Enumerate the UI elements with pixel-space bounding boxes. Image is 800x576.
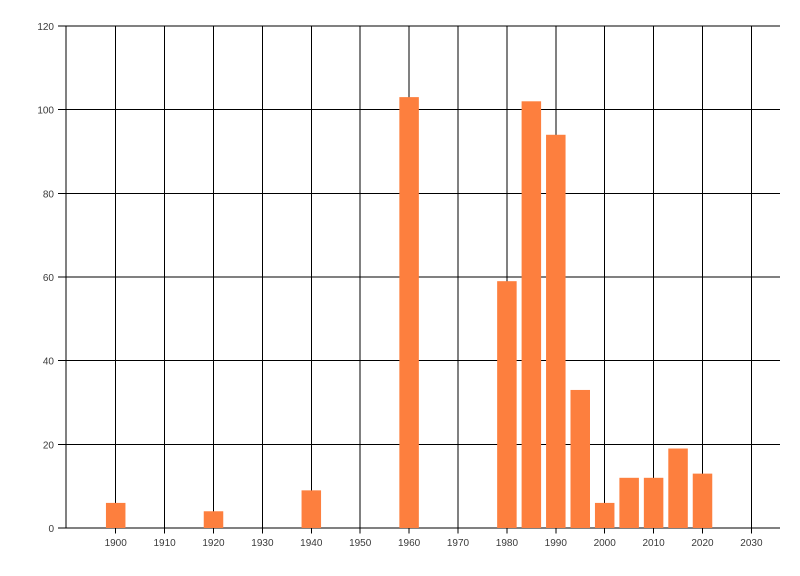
svg-text:1980: 1980: [496, 538, 519, 549]
svg-text:1940: 1940: [300, 538, 323, 549]
svg-text:1900: 1900: [105, 538, 128, 549]
svg-text:2020: 2020: [691, 538, 714, 549]
svg-text:80: 80: [43, 189, 55, 200]
svg-text:60: 60: [43, 273, 55, 284]
svg-text:2030: 2030: [740, 538, 763, 549]
svg-text:1990: 1990: [545, 538, 568, 549]
svg-text:2010: 2010: [642, 538, 665, 549]
svg-text:20: 20: [43, 440, 55, 451]
svg-text:100: 100: [37, 106, 54, 117]
svg-text:120: 120: [37, 22, 54, 33]
svg-text:1960: 1960: [398, 538, 421, 549]
svg-text:2000: 2000: [594, 538, 617, 549]
svg-text:1920: 1920: [202, 538, 225, 549]
svg-text:1930: 1930: [251, 538, 274, 549]
svg-text:1950: 1950: [349, 538, 372, 549]
svg-text:40: 40: [43, 357, 55, 368]
svg-text:0: 0: [48, 524, 54, 535]
svg-text:1910: 1910: [153, 538, 176, 549]
svg-text:1970: 1970: [447, 538, 470, 549]
